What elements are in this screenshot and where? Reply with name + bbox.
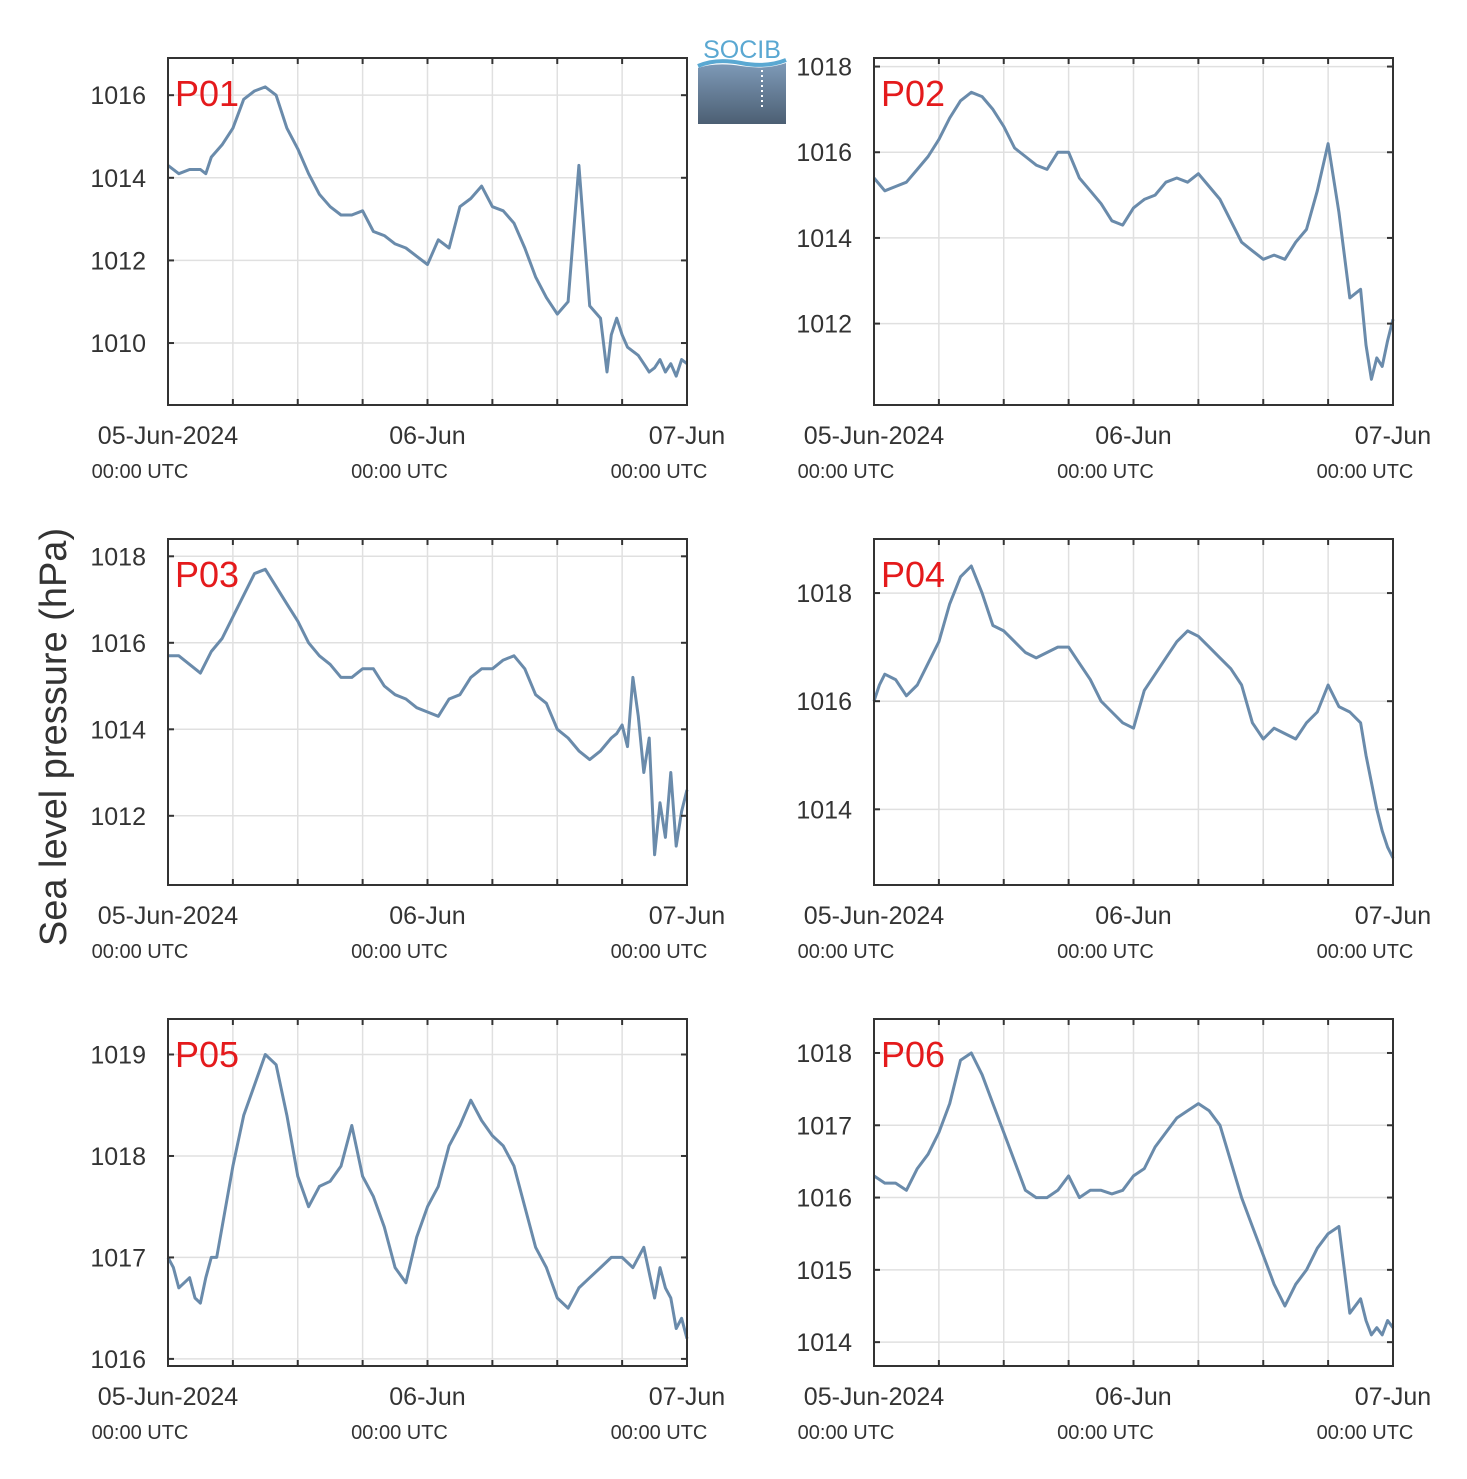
y-tick-label: 1015 bbox=[796, 1257, 852, 1285]
series-line bbox=[167, 85, 688, 378]
y-tick-label: 1016 bbox=[796, 1185, 852, 1213]
y-tick-label: 1010 bbox=[90, 330, 146, 358]
x-tick-label: 05-Jun-2024 bbox=[98, 902, 238, 930]
x-tick-sublabel: 00:00 UTC bbox=[1057, 461, 1154, 483]
x-tick-label: 06-Jun bbox=[1095, 902, 1171, 930]
x-tick-sublabel: 00:00 UTC bbox=[1317, 1422, 1414, 1444]
series-line bbox=[166, 1053, 689, 1339]
x-tick-label: 07-Jun bbox=[649, 1383, 725, 1411]
chart-panel: 1010 1012 1014 1016 05-Jun-2024 00:00 UTC 06-J… bbox=[90, 57, 725, 483]
y-tick-label: 1018 bbox=[796, 580, 852, 608]
x-tick-label: 07-Jun bbox=[1355, 902, 1431, 930]
x-tick-sublabel: 00:00 UTC bbox=[798, 1422, 895, 1444]
x-tick-sublabel: 00:00 UTC bbox=[92, 1422, 189, 1444]
y-tick-label: 1014 bbox=[796, 796, 852, 824]
series-line bbox=[872, 90, 1395, 381]
x-tick-label: 05-Jun-2024 bbox=[804, 1383, 944, 1411]
x-tick-label: 06-Jun bbox=[1095, 1383, 1171, 1411]
panel-label: P05 bbox=[175, 1034, 239, 1075]
panel-label: P06 bbox=[881, 1034, 945, 1075]
y-tick-label: 1014 bbox=[796, 225, 852, 253]
y-tick-label: 1014 bbox=[90, 716, 146, 744]
x-tick-label: 07-Jun bbox=[1355, 422, 1431, 450]
panel-label: P04 bbox=[881, 554, 945, 595]
x-tick-sublabel: 00:00 UTC bbox=[611, 941, 708, 963]
x-tick-sublabel: 00:00 UTC bbox=[1317, 461, 1414, 483]
series-line bbox=[872, 564, 1395, 859]
chart-panel: 1014 1016 1018 05-Jun-2024 00:00 UTC 06-Jun 00… bbox=[796, 538, 1431, 963]
y-tick-label: 1016 bbox=[796, 688, 852, 716]
x-tick-label: 06-Jun bbox=[389, 902, 465, 930]
x-tick-label: 05-Jun-2024 bbox=[98, 422, 238, 450]
y-tick-label: 1016 bbox=[90, 82, 146, 110]
x-tick-sublabel: 00:00 UTC bbox=[798, 461, 895, 483]
y-tick-label: 1012 bbox=[796, 311, 852, 339]
y-tick-label: 1014 bbox=[90, 165, 146, 193]
x-tick-label: 05-Jun-2024 bbox=[98, 1383, 238, 1411]
panel-label: P02 bbox=[881, 73, 945, 114]
chart-panel: 1016 1017 1018 1019 05-Jun-2024 00:00 UTC 06-J… bbox=[90, 1018, 725, 1444]
x-tick-label: 07-Jun bbox=[649, 902, 725, 930]
x-tick-sublabel: 00:00 UTC bbox=[1317, 941, 1414, 963]
y-tick-label: 1018 bbox=[796, 54, 852, 82]
y-axis-label: Sea level pressure (hPa) bbox=[33, 528, 75, 946]
y-tick-label: 1018 bbox=[796, 1040, 852, 1068]
panel-label: P01 bbox=[175, 73, 239, 114]
y-tick-label: 1017 bbox=[796, 1112, 852, 1140]
y-tick-label: 1016 bbox=[90, 630, 146, 658]
x-tick-sublabel: 00:00 UTC bbox=[1057, 941, 1154, 963]
chart-panel: 1012 1014 1016 1018 05-Jun-2024 00:00 UTC 06-J… bbox=[796, 54, 1431, 483]
x-tick-label: 06-Jun bbox=[1095, 422, 1171, 450]
y-tick-label: 1018 bbox=[90, 1143, 146, 1171]
y-tick-label: 1012 bbox=[90, 247, 146, 275]
y-tick-label: 1016 bbox=[90, 1346, 146, 1374]
x-tick-label: 07-Jun bbox=[1355, 1383, 1431, 1411]
series-line bbox=[168, 567, 689, 857]
chart-panel: 1014 1015 1016 1017 1018 05-Jun-2024 00:00 UTC… bbox=[796, 1018, 1431, 1444]
series-line bbox=[873, 1051, 1395, 1337]
x-tick-label: 05-Jun-2024 bbox=[804, 422, 944, 450]
y-tick-label: 1017 bbox=[90, 1244, 146, 1272]
y-tick-label: 1014 bbox=[796, 1329, 852, 1357]
panel-label: P03 bbox=[175, 554, 239, 595]
y-tick-label: 1012 bbox=[90, 803, 146, 831]
y-tick-label: 1019 bbox=[90, 1042, 146, 1070]
socib-logo: SOCIB bbox=[697, 36, 787, 124]
y-tick-label: 1018 bbox=[90, 543, 146, 571]
x-tick-sublabel: 00:00 UTC bbox=[351, 1422, 448, 1444]
x-tick-sublabel: 00:00 UTC bbox=[611, 461, 708, 483]
x-tick-label: 06-Jun bbox=[389, 1383, 465, 1411]
chart-panel: 1012 1014 1016 1018 05-Jun-2024 00:00 UTC 06-J… bbox=[90, 538, 725, 963]
x-tick-sublabel: 00:00 UTC bbox=[351, 941, 448, 963]
x-tick-label: 06-Jun bbox=[389, 422, 465, 450]
x-tick-label: 07-Jun bbox=[649, 422, 725, 450]
x-tick-sublabel: 00:00 UTC bbox=[611, 1422, 708, 1444]
x-tick-label: 05-Jun-2024 bbox=[804, 902, 944, 930]
logo-text: SOCIB bbox=[703, 36, 781, 64]
x-tick-sublabel: 00:00 UTC bbox=[798, 941, 895, 963]
x-tick-sublabel: 00:00 UTC bbox=[351, 461, 448, 483]
x-tick-sublabel: 00:00 UTC bbox=[92, 941, 189, 963]
x-tick-sublabel: 00:00 UTC bbox=[1057, 1422, 1154, 1444]
y-tick-label: 1016 bbox=[796, 139, 852, 167]
x-tick-sublabel: 00:00 UTC bbox=[92, 461, 189, 483]
